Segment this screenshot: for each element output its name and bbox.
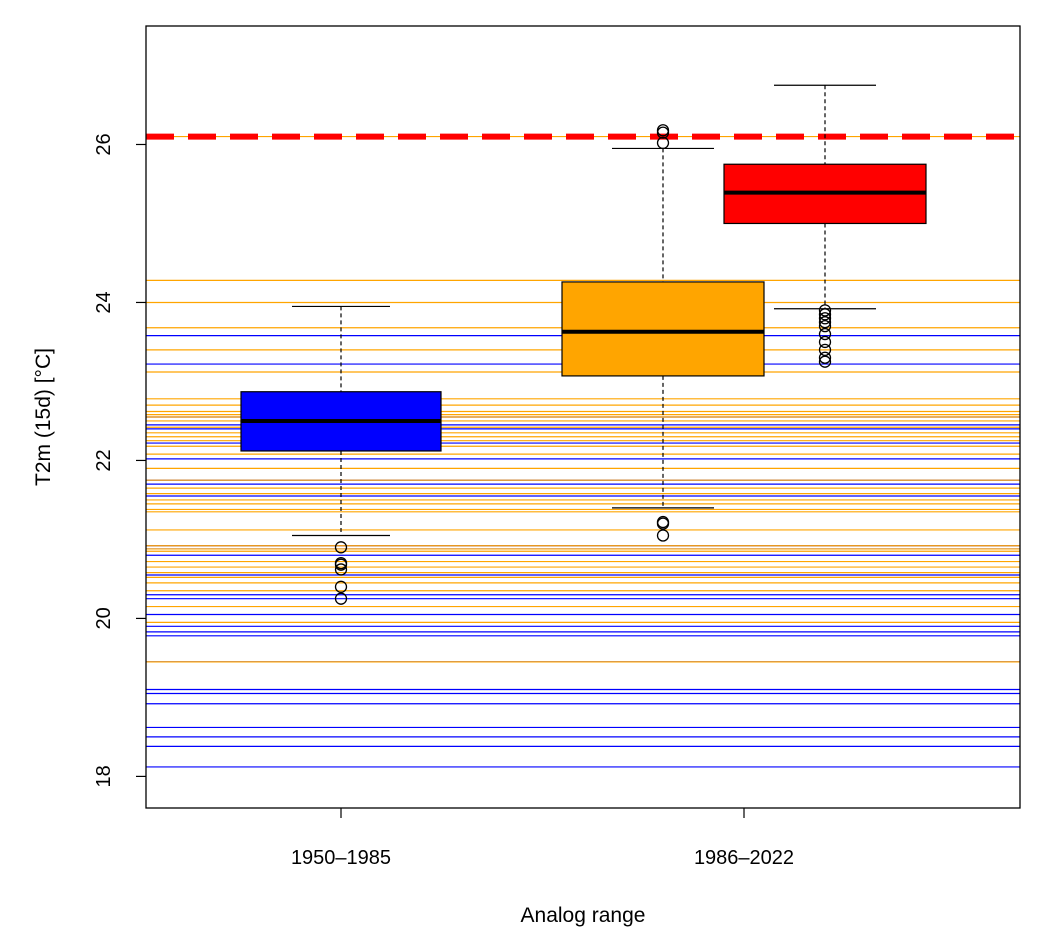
outlier-point	[334, 541, 348, 554]
x-axis-title: Analog range	[521, 904, 646, 927]
outlier-point	[818, 308, 832, 321]
outlier-point	[818, 343, 832, 357]
outlier-point	[818, 355, 832, 368]
outlier-point	[818, 316, 832, 329]
outlier-point	[334, 580, 348, 593]
box-iqr	[561, 281, 765, 377]
x-axis: 1950–1985 1986–2022	[291, 808, 794, 869]
plot-frame	[145, 25, 1021, 809]
y-tick-label: 22	[93, 449, 115, 471]
outlier-point	[656, 517, 670, 530]
outlier-point	[818, 351, 832, 364]
outlier-point	[334, 592, 348, 605]
analog-lines	[146, 135, 1020, 768]
y-axis-title: T2m (15d) [°C]	[32, 348, 55, 486]
outlier-point	[334, 563, 348, 576]
box-2	[561, 124, 765, 542]
box-1	[240, 305, 442, 605]
outlier-point	[656, 136, 670, 150]
y-tick-label: 20	[93, 607, 115, 629]
outlier-point	[818, 335, 832, 349]
box-3	[723, 84, 927, 368]
outlier-point	[818, 304, 832, 317]
outlier-point	[334, 558, 348, 571]
x-tick-label: 1950–1985	[291, 847, 391, 869]
outlier-point	[656, 529, 670, 542]
outlier-point	[818, 320, 832, 333]
y-axis: 18 20 22 24 26	[93, 133, 146, 788]
y-tick-label: 18	[93, 765, 115, 787]
x-tick-label: 1986–2022	[694, 847, 794, 869]
outlier-point	[818, 312, 832, 325]
outlier-point	[656, 124, 670, 137]
outlier-point	[818, 327, 832, 341]
y-tick-label: 24	[93, 291, 115, 313]
y-tick-label: 26	[93, 133, 115, 155]
boxes	[240, 84, 927, 605]
